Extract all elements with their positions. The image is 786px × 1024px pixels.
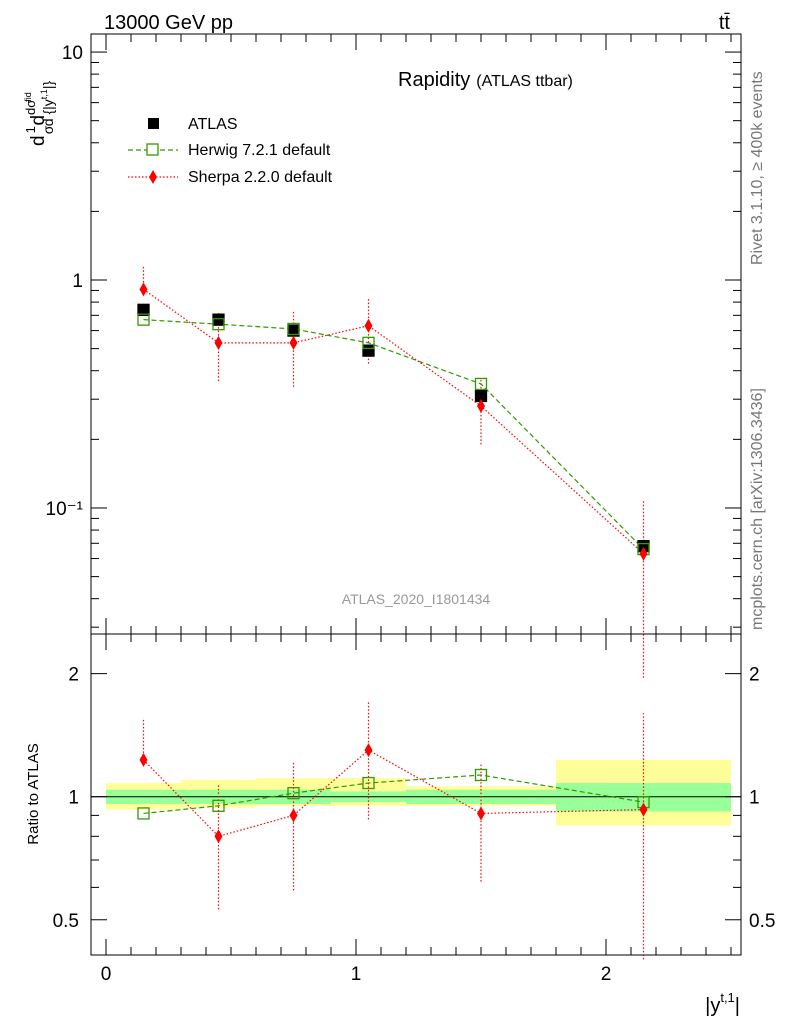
main-y-tick-label: 10⁻¹	[46, 499, 84, 520]
collision-label: 13000 GeV pp	[104, 12, 233, 34]
sherpa-point	[364, 318, 373, 333]
ratio-y-axis: 0.5 0.5 1 1 2 2	[53, 665, 776, 932]
herwig-ratio-point	[212, 799, 225, 812]
atlas-data-point	[137, 303, 150, 316]
legend-sherpa-label: Sherpa 2.2.0 default	[188, 169, 333, 186]
legend-herwig-marker	[146, 143, 159, 156]
legend-atlas-marker	[148, 118, 159, 129]
analysis-reference: ATLAS_2020_I1801434	[342, 591, 491, 607]
main-y-axis: 10⁻¹ 1 10	[46, 43, 741, 628]
sherpa-point	[477, 399, 485, 414]
ratio-y-tick-label-left: 2	[68, 665, 79, 686]
sherpa-ratio-point	[364, 743, 373, 758]
ratio-frame	[90, 633, 742, 956]
ratio-panel: 0.5 0.5 1 1 2 2 0 1 2 Ratio to ATLAS |yt,1|	[25, 633, 776, 1017]
rivet-label: Rivet 3.1.10, ≥ 400k events	[749, 71, 766, 265]
sherpa-ratio-point	[477, 806, 485, 821]
main-panel: 10⁻¹ 1 10 Rapidity (ATLAS ttbar) ATLAS_2020…	[23, 33, 742, 678]
x-tick-label: 2	[601, 964, 612, 985]
herwig-point	[212, 318, 225, 331]
x-axis-label: |yt,1|	[705, 990, 740, 1017]
process-label: tt̄	[719, 12, 731, 34]
sherpa-point	[639, 546, 648, 561]
herwig-point	[474, 377, 488, 391]
atlas-data-point	[212, 313, 225, 326]
sherpa-ratio-point	[139, 752, 148, 767]
sherpa-point	[139, 282, 148, 297]
legend: ATLAS Herwig 7.2.1 default Sherpa 2.2.0 …	[128, 116, 333, 186]
ratio-y-axis-label: Ratio to ATLAS	[25, 743, 42, 844]
title-text: Rapidity	[398, 69, 470, 91]
main-y-tick-label: 1	[72, 271, 83, 292]
plot-title: Rapidity (ATLAS ttbar)	[398, 69, 573, 91]
herwig-point	[362, 336, 375, 350]
ratio-x-axis: 0 1 2	[101, 634, 732, 985]
herwig-ratio-point	[137, 807, 150, 820]
herwig-point	[287, 322, 300, 336]
herwig-ratio-point	[474, 768, 488, 782]
sherpa-point	[289, 335, 298, 350]
legend-sherpa-marker	[149, 170, 157, 184]
x-tick-label: 1	[351, 964, 362, 985]
legend-herwig-label: Herwig 7.2.1 default	[188, 142, 331, 159]
ratio-y-tick-label-left: 1	[68, 788, 79, 809]
herwig-point	[137, 313, 150, 326]
subtitle-text: (ATLAS ttbar)	[476, 73, 573, 90]
sherpa-ratio-point	[639, 802, 648, 817]
herwig-ratio-point	[287, 787, 300, 800]
sherpa-ratio-point	[289, 808, 298, 823]
ratio-y-tick-label-right: 0.5	[749, 911, 775, 932]
sherpa-ratio-line	[143, 749, 644, 837]
legend-atlas-label: ATLAS	[188, 116, 238, 133]
sherpa-point	[214, 335, 223, 350]
herwig-ratio-point	[362, 776, 375, 790]
ratio-y-tick-label-right: 1	[749, 788, 760, 809]
atlas-data-point	[362, 344, 375, 357]
herwig-line	[143, 319, 644, 550]
ratio-y-tick-label-left: 0.5	[53, 911, 79, 932]
main-x-ticks	[105, 34, 732, 634]
main-y-axis-label: d1 σddσfidd {|yt,1|}	[23, 81, 56, 146]
ratio-y-tick-label-right: 2	[749, 665, 760, 686]
main-y-tick-label: 10	[62, 43, 83, 64]
mcplots-label: mcplots.cern.ch [arXiv:1306.3436]	[749, 388, 766, 630]
x-tick-label: 0	[101, 964, 112, 985]
sherpa-line	[143, 288, 644, 555]
sherpa-ratio-point	[214, 829, 223, 844]
